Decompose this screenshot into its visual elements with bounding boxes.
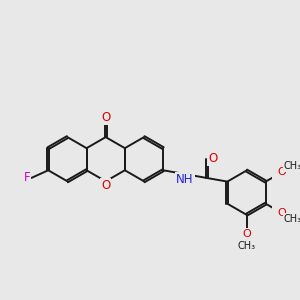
Text: CH₃: CH₃ [284, 161, 300, 171]
Text: O: O [242, 229, 251, 238]
Text: O: O [101, 111, 110, 124]
Text: O: O [278, 208, 286, 218]
Text: O: O [101, 178, 110, 191]
Text: F: F [23, 171, 30, 184]
Text: O: O [208, 152, 218, 165]
Text: O: O [278, 167, 286, 177]
Text: NH: NH [176, 173, 194, 186]
Text: CH₃: CH₃ [237, 241, 256, 251]
Text: CH₃: CH₃ [284, 214, 300, 224]
